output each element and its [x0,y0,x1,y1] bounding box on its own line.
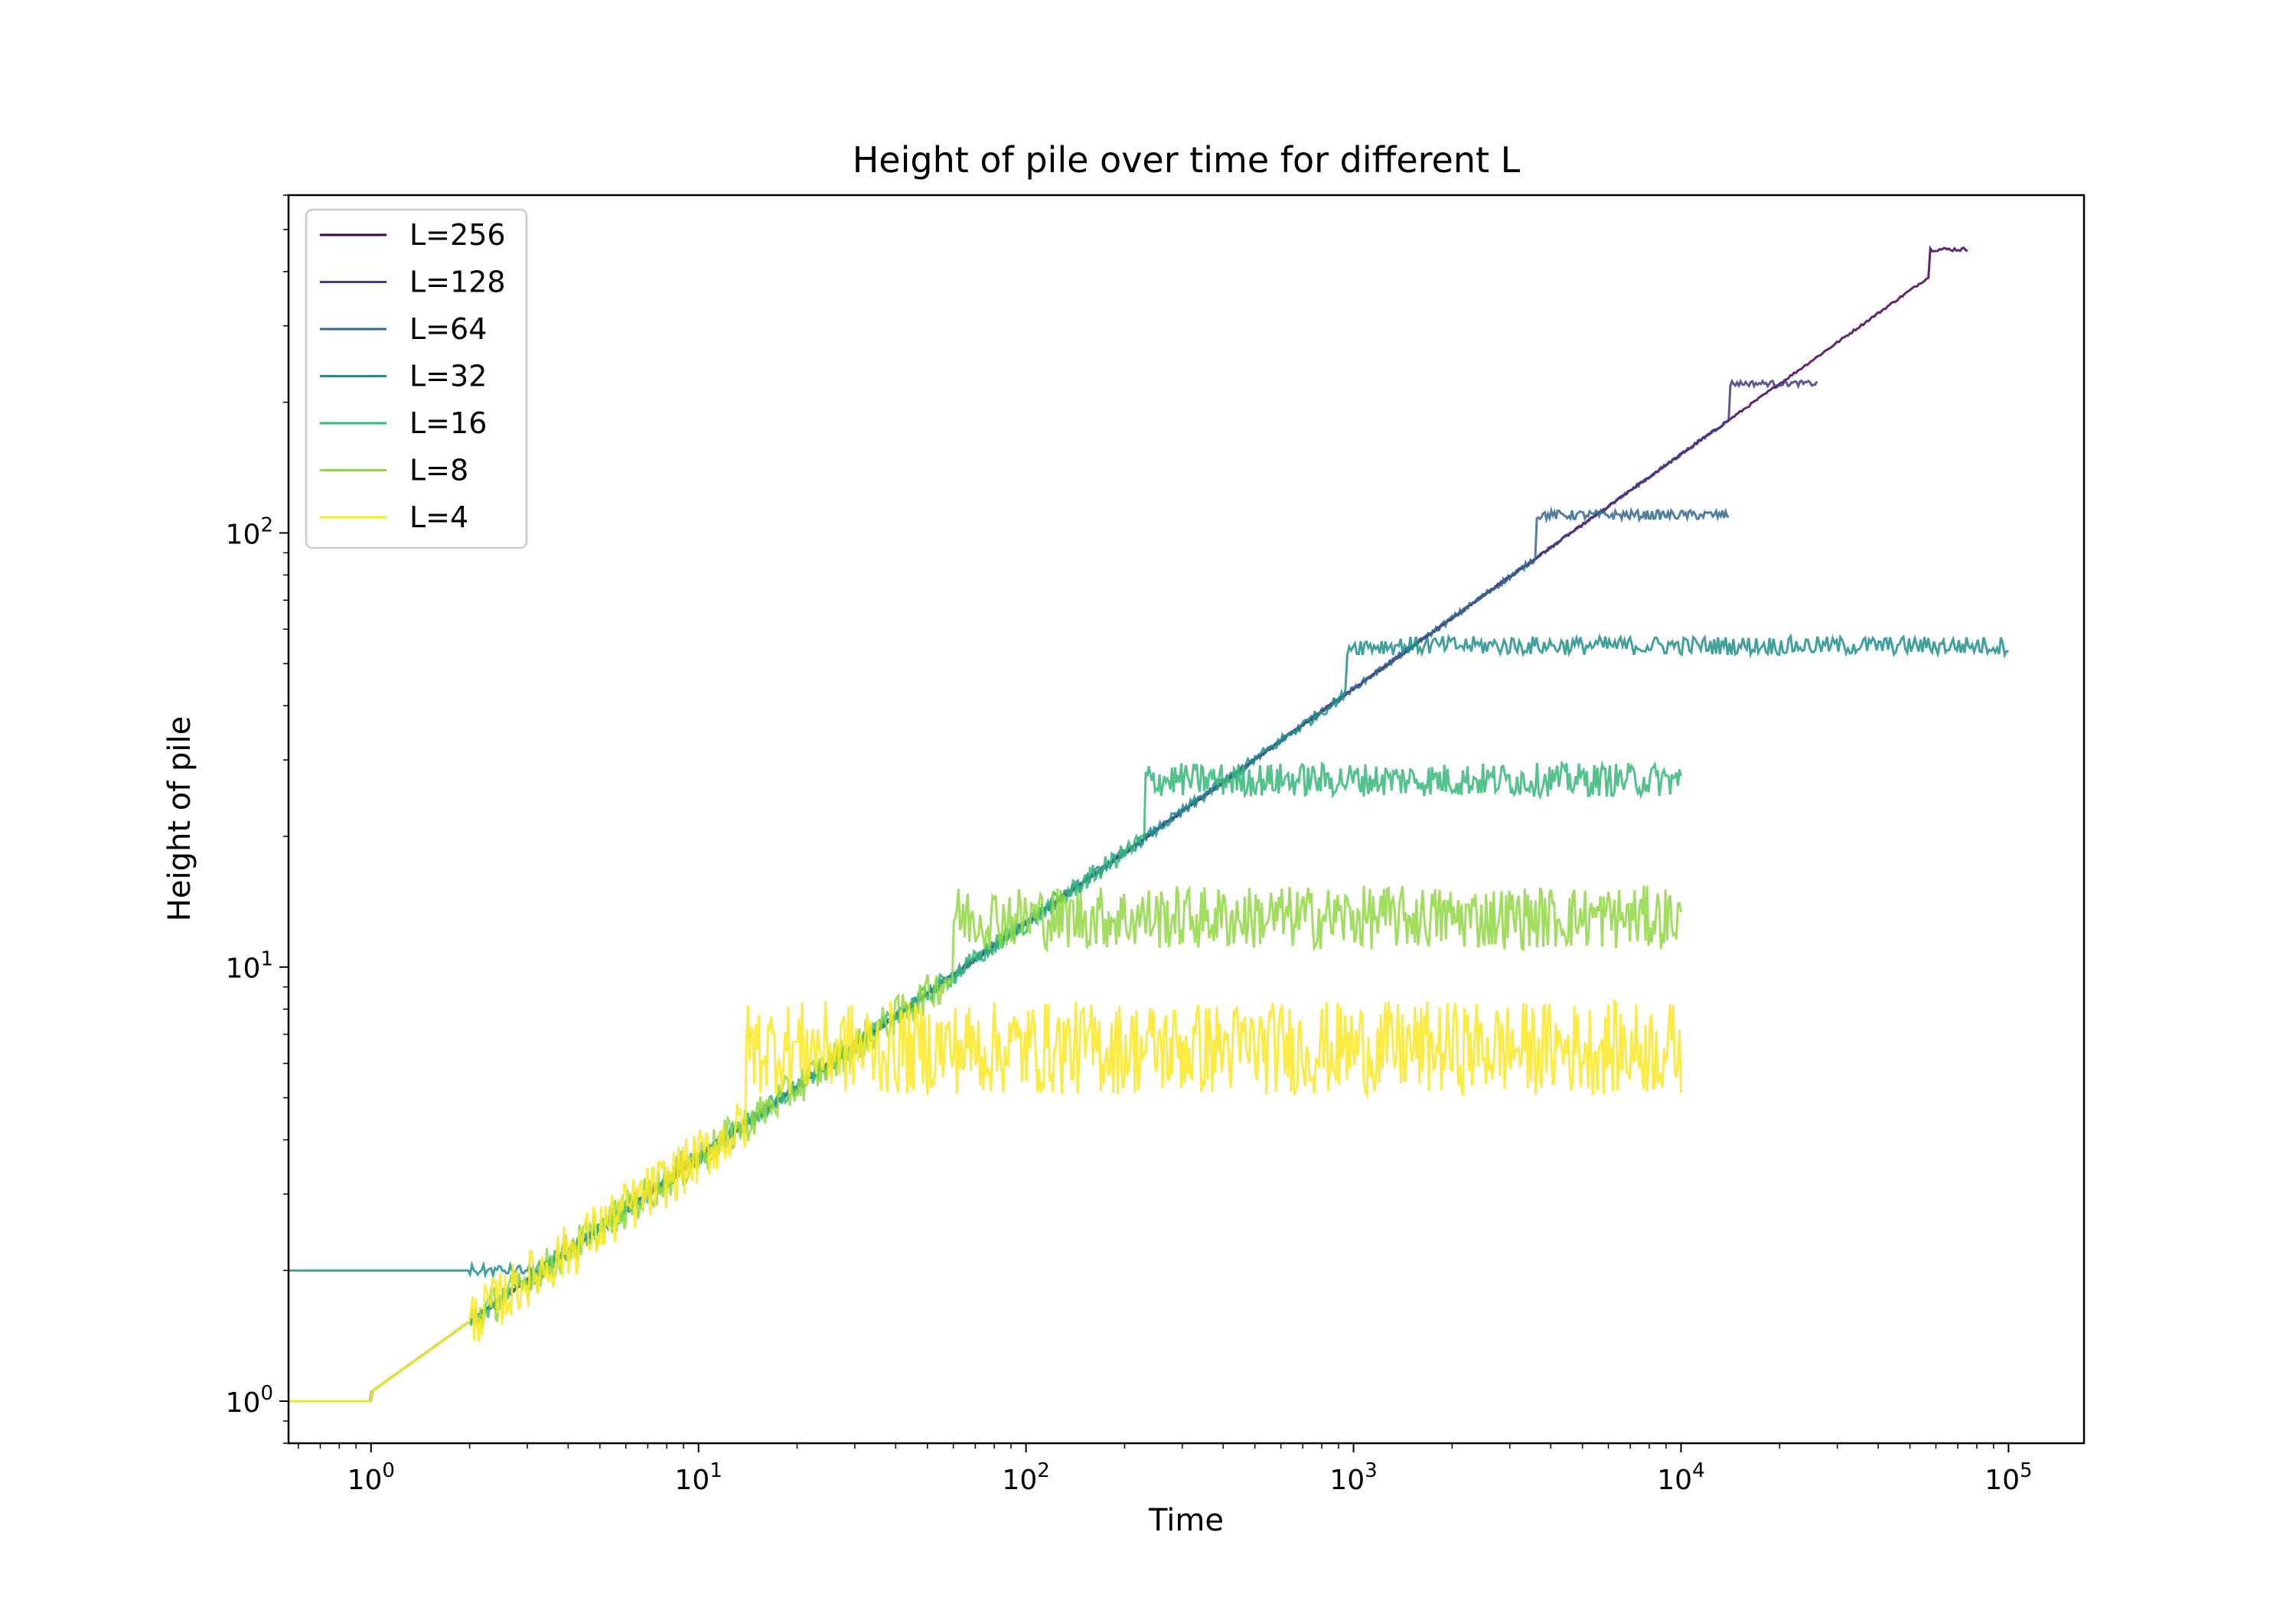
series-line-l-8 [289,885,1682,1403]
x-tick-label: 101 [675,1459,722,1496]
y-tick-label: 101 [226,948,273,985]
y-axis-label: Height of pile [162,716,197,921]
x-tick-label: 104 [1657,1459,1704,1496]
legend-label-l-8: L=8 [409,454,468,487]
chart-title: Height of pile over time for different L [853,139,1521,181]
series-line-l-4 [289,998,1682,1403]
legend-label-l-128: L=128 [409,266,506,299]
series-layer [289,245,2009,1403]
x-tick-label: 105 [1985,1459,2032,1496]
y-tick-label: 100 [226,1382,273,1419]
x-axis-label: Time [1148,1503,1224,1538]
legend-box [305,208,528,549]
legend-label-l-64: L=64 [409,312,487,346]
x-tick-label: 102 [1002,1459,1049,1496]
x-axis-ticks: 100 101 102 103 104 105 [298,1443,2033,1496]
x-tick-label: 103 [1329,1459,1377,1496]
plot-frame [287,194,2086,1445]
y-tick-label: 102 [226,513,273,550]
y-axis-ticks: 100 101 102 [226,194,289,1444]
legend-label-l-256: L=256 [409,218,506,252]
legend-label-l-32: L=32 [409,360,487,393]
legend-label-l-4: L=4 [409,500,468,534]
legend-items: L=256 L=128 L=64 L=32 L=16 L=8 L=4 [320,218,506,534]
legend: L=256 L=128 L=64 L=32 L=16 L=8 L=4 [305,208,528,549]
x-tick-label: 100 [347,1459,395,1496]
legend-label-l-16: L=16 [409,406,487,440]
